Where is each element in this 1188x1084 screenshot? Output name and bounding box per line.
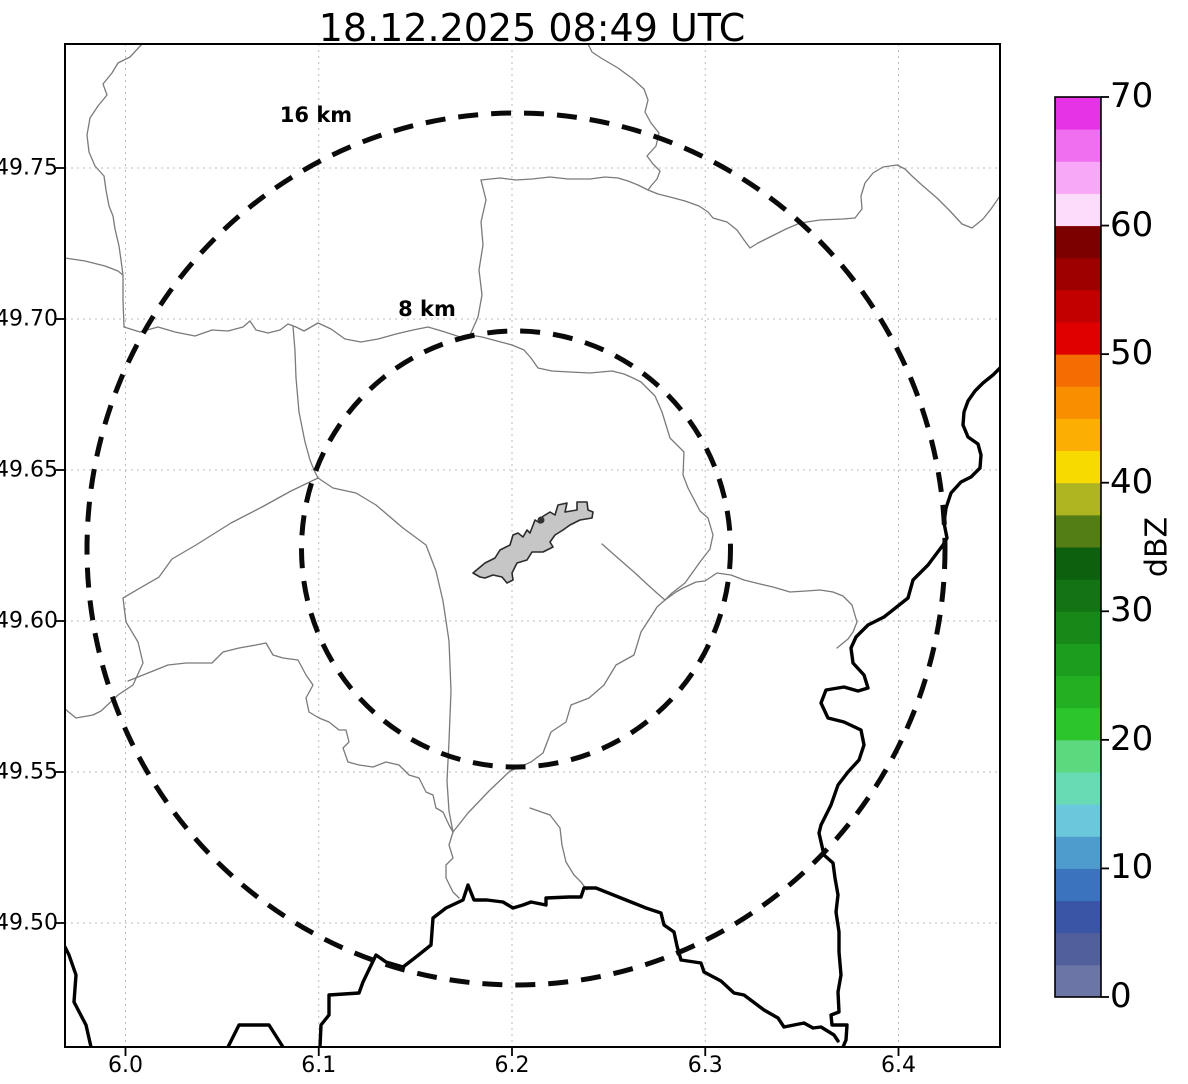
admin-boundary-line <box>123 320 714 601</box>
colorbar-segment <box>1055 97 1101 130</box>
colorbar-segment <box>1055 836 1101 869</box>
y-tick-label: 49.75 <box>0 155 58 181</box>
colorbar-tick-label: 20 <box>1110 719 1154 760</box>
colorbar <box>1054 96 1109 998</box>
colorbar-segment <box>1055 739 1101 773</box>
admin-boundary-line <box>587 44 661 191</box>
colorbar-segment <box>1055 354 1101 387</box>
colorbar-tick-label: 0 <box>1110 976 1132 1017</box>
colorbar-tick-label: 40 <box>1110 461 1154 502</box>
admin-boundary-line <box>65 257 124 276</box>
admin-boundary-line <box>65 477 319 719</box>
colorbar-segment <box>1055 257 1101 291</box>
colorbar-tick-label: 10 <box>1110 847 1154 888</box>
colorbar-segment <box>1055 772 1101 805</box>
country-border-south <box>318 883 840 1047</box>
colorbar-segment <box>1055 868 1101 902</box>
country-border-east <box>817 366 1000 1047</box>
river-line <box>469 179 487 336</box>
colorbar-segment <box>1055 193 1101 227</box>
admin-boundary-line <box>480 176 649 191</box>
colorbar-segment <box>1055 450 1101 484</box>
colorbar-segment <box>1055 804 1101 837</box>
river-line <box>647 164 1000 249</box>
colorbar-segment <box>1055 225 1101 259</box>
colorbar-segment <box>1055 675 1101 709</box>
colorbar-segment <box>1055 322 1101 355</box>
airport-marker-dot <box>537 516 545 524</box>
airport-outline <box>472 501 594 584</box>
colorbar-segment <box>1055 643 1101 677</box>
x-tick-label: 6.1 <box>301 1053 337 1078</box>
colorbar-axis-label: dBZ <box>1139 516 1175 578</box>
plot-title: 18.12.2025 08:49 UTC <box>318 6 746 50</box>
colorbar-segment <box>1055 611 1101 644</box>
admin-boundary-line <box>292 325 319 479</box>
colorbar-segment <box>1055 547 1101 580</box>
country-border-south-segment <box>226 1023 285 1047</box>
colorbar-segment <box>1055 482 1101 516</box>
axis-ticks <box>56 167 900 1056</box>
colorbar-segment <box>1055 386 1101 419</box>
admin-boundary-line <box>127 642 460 899</box>
colorbar-segment <box>1055 964 1101 998</box>
range-ring-16km <box>84 110 948 988</box>
range-ring-8km <box>299 328 733 770</box>
y-tick-label: 49.50 <box>0 910 58 936</box>
range-ring-16km-label: 16 km <box>279 103 353 127</box>
colorbar-segment <box>1055 707 1101 741</box>
colorbar-tick-label: 70 <box>1110 76 1154 117</box>
colorbar-segment <box>1055 579 1101 612</box>
colorbar-tick-label: 60 <box>1110 204 1154 245</box>
x-tick-label: 6.3 <box>687 1053 723 1078</box>
colorbar-tick-label: 30 <box>1110 590 1154 631</box>
colorbar-segment <box>1055 129 1101 162</box>
admin-boundary-line <box>529 807 588 891</box>
colorbar-segment <box>1055 161 1101 194</box>
colorbar-segment <box>1055 900 1101 934</box>
x-tick-label: 6.4 <box>881 1053 916 1078</box>
admin-boundary-line <box>530 599 666 763</box>
range-ring-8km-label: 8 km <box>398 297 456 321</box>
colorbar-segment <box>1055 418 1101 452</box>
admin-boundary-line <box>664 572 858 649</box>
y-tick-label: 49.65 <box>0 457 58 483</box>
admin-boundary-line <box>601 543 666 601</box>
x-tick-label: 6.2 <box>494 1053 530 1078</box>
country-border-southwest <box>65 945 93 1047</box>
y-tick-label: 49.55 <box>0 759 58 785</box>
colorbar-segment <box>1055 289 1101 323</box>
grid-lines <box>65 44 1000 1047</box>
admin-boundary-line <box>86 44 143 328</box>
colorbar-segment <box>1055 514 1101 548</box>
y-tick-label: 49.60 <box>0 608 58 634</box>
x-tick-label: 6.0 <box>108 1053 143 1078</box>
colorbar-segment <box>1055 932 1101 966</box>
colorbar-tick-label: 50 <box>1110 333 1154 374</box>
colorbar-frame <box>1054 96 1102 998</box>
plot-frame <box>64 43 1001 1048</box>
admin-boundary-line <box>317 477 454 833</box>
y-tick-label: 49.70 <box>0 306 58 332</box>
